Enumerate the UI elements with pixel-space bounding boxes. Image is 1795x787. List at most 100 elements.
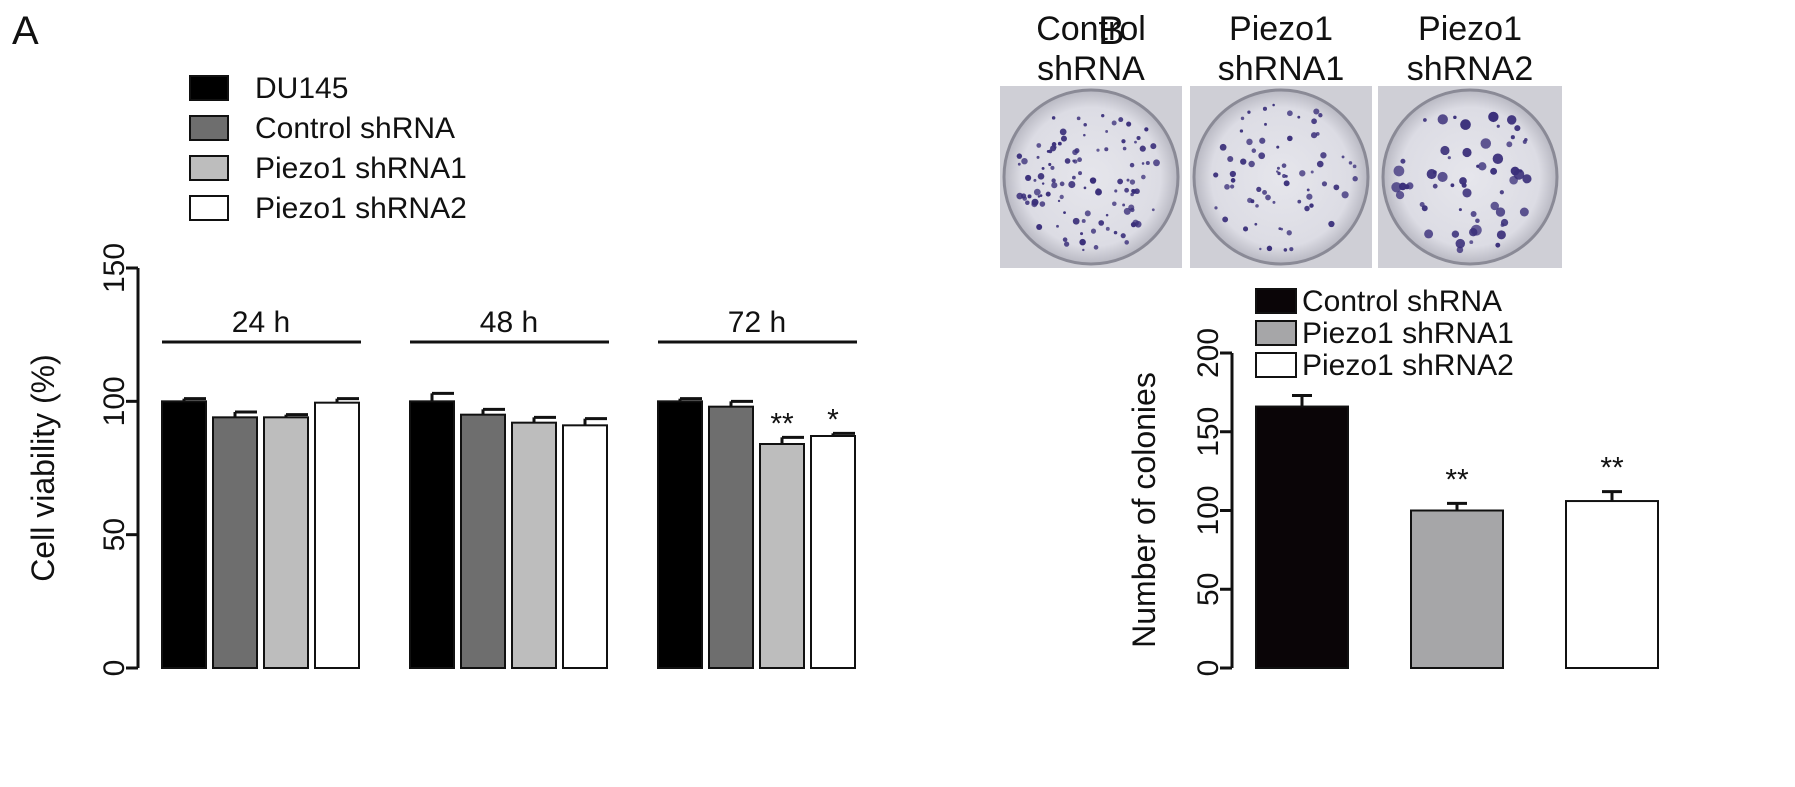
colony-dot bbox=[1456, 246, 1464, 254]
panel-b-bar bbox=[1410, 509, 1504, 669]
colony-dot bbox=[1105, 213, 1109, 217]
panel-a-bar bbox=[314, 401, 360, 669]
colony-dot bbox=[1048, 162, 1052, 167]
colony-dot bbox=[1276, 145, 1280, 149]
colony-dot bbox=[1064, 158, 1071, 164]
colony-dot bbox=[1272, 200, 1276, 204]
colony-dot bbox=[1262, 106, 1268, 111]
colony-dot bbox=[1341, 155, 1345, 159]
panel-letter-b: B bbox=[1098, 9, 1125, 53]
colony-dot bbox=[1057, 199, 1061, 203]
colony-dot bbox=[1039, 201, 1046, 207]
colony-dot bbox=[1247, 110, 1251, 114]
plate-label-line1: Control bbox=[1036, 10, 1146, 48]
colony-dot bbox=[1240, 116, 1245, 121]
colony-dot bbox=[1078, 171, 1083, 176]
colony-dot bbox=[1460, 119, 1471, 130]
colony-dot bbox=[1076, 116, 1081, 121]
panel-a-bar bbox=[810, 435, 856, 669]
panel-b-y-tick-label: 150 bbox=[1192, 407, 1225, 457]
colony-dot bbox=[1289, 247, 1294, 252]
colony-dot bbox=[1395, 190, 1405, 200]
colony-dot bbox=[1105, 130, 1109, 133]
colony-dot bbox=[1276, 166, 1280, 170]
colony-dot bbox=[1077, 157, 1082, 163]
panel-b-bar bbox=[1255, 405, 1349, 669]
panel-b-plot: 0 50 100 150 200 ** ** bbox=[1192, 328, 1659, 676]
colony-dot bbox=[1423, 118, 1427, 122]
colony-dot bbox=[1492, 153, 1504, 164]
colony-dot bbox=[1421, 205, 1428, 212]
colony-dot bbox=[1136, 135, 1141, 141]
culture-plate bbox=[1381, 88, 1559, 266]
panel-b-y-tick-label: 100 bbox=[1192, 485, 1225, 535]
colony-dot bbox=[1513, 169, 1525, 180]
colony-dot bbox=[1037, 172, 1045, 180]
panel-a-bar bbox=[161, 400, 207, 669]
colony-dot bbox=[1510, 135, 1515, 140]
panel-a-legend-label: Piezo1 shRNA1 bbox=[255, 152, 467, 185]
colony-dot bbox=[1462, 188, 1472, 198]
colony-dot bbox=[1432, 183, 1438, 189]
colony-dot bbox=[1041, 182, 1045, 185]
colony-dot bbox=[1123, 207, 1131, 215]
colony-dot bbox=[1287, 110, 1293, 117]
panel-a: DU145 Control shRNA Piezo1 shRNA1 Piezo1 sh… bbox=[25, 72, 857, 676]
colony-dot bbox=[1153, 159, 1160, 167]
colony-dot bbox=[1318, 113, 1323, 118]
colony-dot bbox=[1037, 195, 1041, 198]
colony-dot bbox=[1306, 193, 1313, 200]
colony-dot bbox=[1222, 216, 1229, 223]
colony-dot bbox=[1090, 228, 1097, 234]
colony-dot bbox=[1084, 210, 1091, 217]
colony-dot bbox=[1025, 200, 1030, 206]
colony-dot bbox=[1313, 108, 1320, 115]
colony-dot bbox=[1046, 150, 1050, 153]
colony-dot bbox=[1025, 174, 1032, 182]
colony-dot bbox=[1128, 204, 1135, 211]
colony-dot bbox=[1304, 205, 1310, 212]
colony-dot bbox=[1031, 201, 1038, 208]
colony-dot bbox=[1251, 148, 1257, 153]
panel-a-bar bbox=[759, 443, 805, 669]
panel-b-legend-label: Control shRNA bbox=[1302, 285, 1502, 318]
colony-dot bbox=[1051, 142, 1057, 147]
colony-dot bbox=[1506, 141, 1513, 148]
colony-dot bbox=[1122, 146, 1127, 151]
colony-dot bbox=[1096, 188, 1100, 192]
colony-dot bbox=[1398, 182, 1407, 191]
colony-dot bbox=[1120, 233, 1126, 239]
panel-a-bar bbox=[460, 413, 506, 669]
colony-dot bbox=[1262, 189, 1267, 195]
colony-dot bbox=[1276, 170, 1279, 173]
colony-dot bbox=[1082, 248, 1085, 252]
colony-dot bbox=[1059, 194, 1064, 200]
colony-dot bbox=[1080, 232, 1084, 236]
colony-dot bbox=[1499, 190, 1504, 195]
panel-a-legend-swatch bbox=[189, 115, 229, 141]
colony-dot bbox=[1480, 138, 1492, 149]
colony-dot bbox=[1093, 245, 1099, 250]
panel-a-bar bbox=[708, 405, 754, 669]
colony-dot bbox=[1021, 157, 1028, 165]
colony-dot bbox=[1139, 145, 1146, 152]
colony-dot bbox=[1072, 149, 1078, 156]
colony-dot bbox=[1320, 152, 1327, 159]
panel-b-bar bbox=[1565, 500, 1659, 669]
colony-dot bbox=[1121, 139, 1126, 144]
colony-dot bbox=[1254, 222, 1258, 226]
colony-dot bbox=[1272, 103, 1275, 107]
panel-a-legend-label: DU145 bbox=[255, 72, 348, 105]
colony-dot bbox=[1462, 147, 1472, 158]
colony-dot bbox=[1083, 122, 1087, 127]
panel-a-y-axis-title: Cell viability (%) bbox=[25, 354, 61, 582]
colony-dot bbox=[1258, 152, 1266, 160]
colony-dot bbox=[1437, 171, 1448, 182]
colony-dot bbox=[1348, 161, 1353, 165]
colony-dot bbox=[1016, 192, 1024, 200]
colony-dot bbox=[1246, 138, 1253, 146]
colony-dot bbox=[1277, 171, 1281, 176]
colony-dot bbox=[1328, 220, 1335, 228]
